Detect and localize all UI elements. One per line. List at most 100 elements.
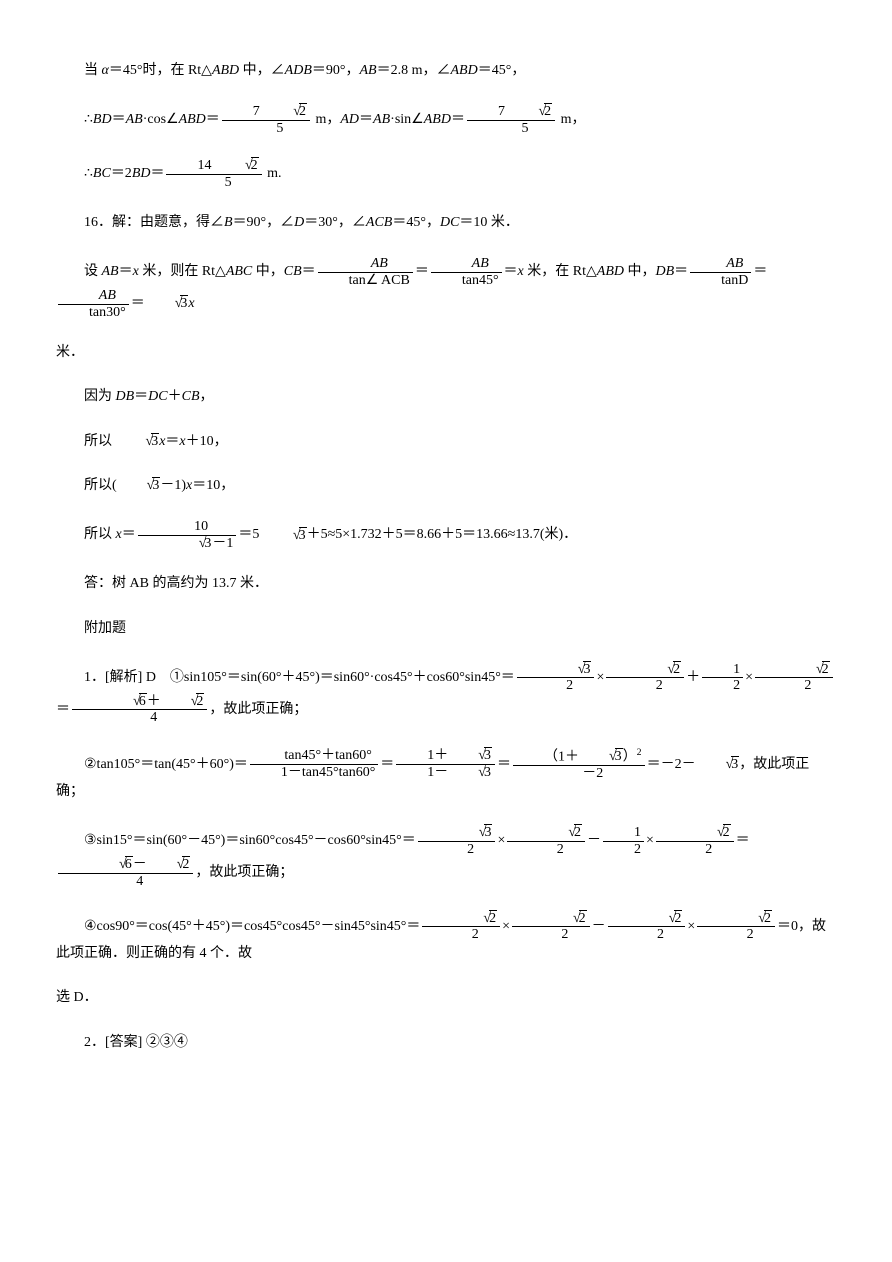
t: ＝45°， [392,215,440,230]
t: DB [116,389,135,404]
t: B [224,215,233,230]
t: BD [93,113,112,128]
fraction: 22 [656,825,734,857]
para-14: ③sin15°＝sin(60°－45°)＝sin60°cos45°－cos60°… [56,825,836,889]
t: AB [360,63,377,78]
fraction: 12 [702,662,743,694]
t: ＝5 [238,528,263,543]
sqrt-icon: 2 [538,825,582,840]
sqrt-icon: 2 [161,694,205,709]
t: ＝ [497,757,511,772]
sqrt-icon: 2 [508,104,552,119]
t: ＝ [206,113,220,128]
t: ＝2.8 m，∠ [377,63,451,78]
fraction: ABtan30° [58,288,129,320]
t: BD [132,166,151,181]
t: －1) [160,478,186,493]
t: 3 [615,748,623,764]
t: 1．[解析] D ①sin105°＝sin(60°＋45°)＝sin60°·co… [84,670,515,685]
para-9: 所以 x＝103－1＝5 3＋5≈5×1.732＋5＝8.66＋5＝13.66≈… [56,519,836,551]
t: ＝ [131,296,145,311]
t: tan30° [58,305,129,320]
para-5: 设 AB＝x 米，则在 Rt△ABC 中，CB＝ABtan∠ ACB＝ABtan… [56,256,836,320]
t: 中， [624,264,656,279]
t: 2 [702,678,743,693]
t: AB [373,113,390,128]
t: ·sin∠ [390,113,424,128]
t: 2 [656,842,734,857]
t: 6 [139,693,147,709]
fraction: 22 [697,911,775,943]
t: 2 [299,103,307,119]
t: tan∠ ACB [318,273,413,288]
t: ，故此项正确； [209,702,307,717]
t: BC [93,166,111,181]
t: 2 [822,661,830,677]
t: 3 [151,433,159,449]
para-4: 16．解：由题意，得∠B＝90°，∠D＝30°，∠ACB＝45°，DC＝10 米… [56,212,836,234]
t: 2 [418,842,496,857]
fraction: 6＋24 [72,694,207,726]
t: 3 [180,295,188,311]
t: tan45° [431,273,502,288]
para-13: ②tan105°＝tan(45°＋60°)＝tan45°＋tan60°1－tan… [56,748,836,804]
t: AB [318,256,413,272]
t: 1 [702,662,743,678]
t: ＋ [168,389,182,404]
t: 2 [182,856,190,872]
sqrt-icon: 3 [145,293,189,315]
t: ＝2 [111,166,132,181]
t: tanD [690,273,751,288]
t: 所以 [84,528,116,543]
t: 2 [764,910,772,926]
t: 6 [125,856,133,872]
fraction: 14 25 [166,158,261,190]
t: ∴ [84,166,93,181]
t: 选 D． [56,990,98,1005]
sqrt-icon: 3 [116,431,160,453]
t: ②tan105°＝tan(45°＋60°)＝ [84,757,248,772]
t: CB [182,389,200,404]
fraction: ABtan45° [431,256,502,288]
t: 3 [583,661,591,677]
t: ∴ [84,113,93,128]
sqrt-icon: 2 [639,911,683,926]
t: × [596,670,604,685]
sqrt-icon: 2 [543,911,587,926]
t: 答：树 AB 的高约为 13.7 米． [84,576,268,591]
t: 2 [422,927,500,942]
sqrt-icon: 3 [117,475,161,497]
t: 5 [166,175,261,190]
t: ＝90°， [312,63,360,78]
t: x [188,296,194,311]
para-12: 1．[解析] D ①sin105°＝sin(60°＋45°)＝sin60°·co… [56,662,836,726]
t: ，故此项正确； [195,865,293,880]
sqrt-icon: 2 [147,857,191,872]
t: 2 [512,927,590,942]
t: ＝10， [192,478,234,493]
fraction: （1＋3）2－2 [513,748,645,781]
t: 3 [204,535,212,551]
t: 3 [484,824,492,840]
t: 2 [579,910,587,926]
t: 米． [56,345,84,360]
sqrt-icon: 6 [89,857,133,872]
para-2: ∴BD＝AB·cos∠ABD＝7 25 m，AD＝AB·sin∠ABD＝7 25… [56,104,836,136]
t: ④cos90°＝cos(45°＋45°)＝cos45°cos45°－sin45°… [84,919,420,934]
fraction: tan45°＋tan60°1－tan45°tan60° [250,748,378,780]
t: 1－tan45°tan60° [250,765,378,780]
t: 2 [603,842,644,857]
t: ＝45°时，在 Rt△ [109,63,212,78]
t: 5 [222,121,310,136]
t: （1＋ [544,749,579,764]
fraction: 1＋31－3 [396,748,495,780]
t: ＝ [451,113,465,128]
sqrt-icon: 3 [448,748,492,763]
t: × [745,670,753,685]
t: 3 [484,764,492,780]
sqrt-icon: 2 [786,662,830,677]
t: ＝10 米． [459,215,519,230]
t: AD [340,113,359,128]
t: 米，则在 Rt△ [139,264,226,279]
t: DC [148,389,167,404]
